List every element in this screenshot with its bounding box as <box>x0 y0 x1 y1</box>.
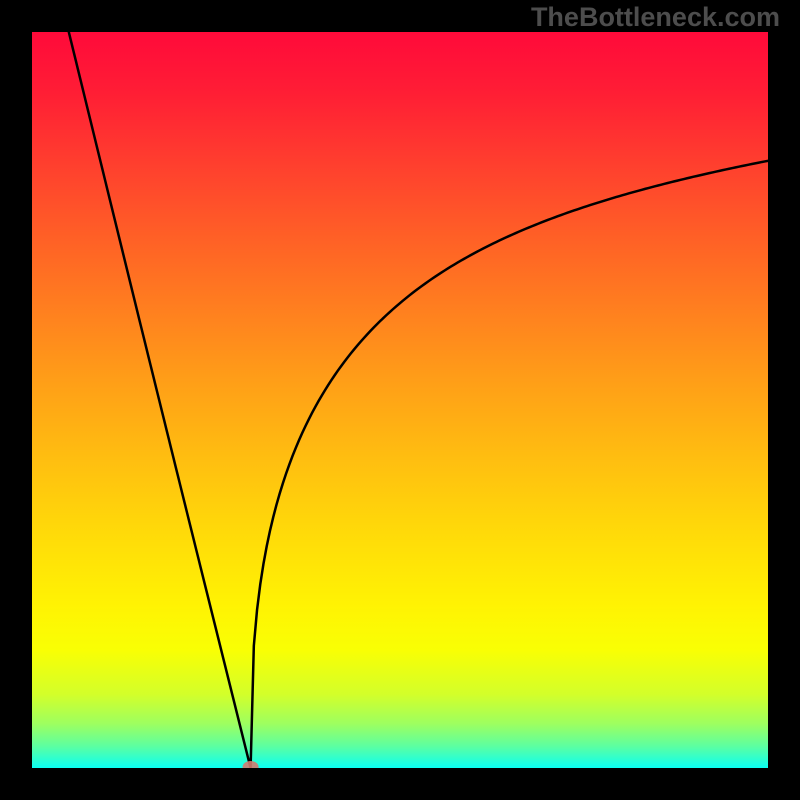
curve-svg <box>32 32 768 768</box>
plot-area <box>32 32 768 768</box>
chart-container: TheBottleneck.com <box>0 0 800 800</box>
gradient-background <box>32 32 768 768</box>
watermark-text: TheBottleneck.com <box>531 2 780 33</box>
